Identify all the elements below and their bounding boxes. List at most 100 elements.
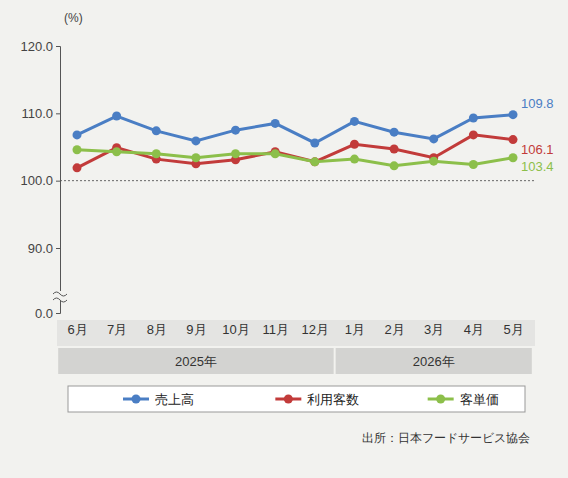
value-label: 103.4 [521,159,554,174]
series-line [77,115,513,143]
x-tick-label: 6月 [67,322,87,337]
x-tick: 3月 [424,322,444,337]
series-marker [112,147,121,156]
series-line [77,135,513,168]
series-marker [152,149,161,158]
x-tick: 4月 [464,322,484,337]
series-marker [390,128,399,137]
y-axis: 0.0 90.0 100.0 110.0 120.0 [20,39,60,321]
y-axis-line [56,47,61,314]
series-marker [390,161,399,170]
series-marker [191,136,200,145]
series-marker [191,153,200,162]
month-band [57,320,535,346]
value-label: 106.1 [521,142,554,157]
y-tick-mark [56,113,60,114]
legend: 売上高 利用客数 客単価 [68,386,525,412]
x-tick: 8月 [147,322,167,337]
legend-label: 客単価 [460,392,499,407]
series-marker [310,157,319,166]
plot-area [73,110,518,172]
y-tick-mark [56,313,60,314]
series-marker [509,135,518,144]
x-tick: 5月 [503,322,523,337]
series-marker [73,145,82,154]
value-label: 109.8 [521,96,554,111]
series-marker [310,138,319,147]
category-bands: 2025年 2026年 [57,320,535,374]
source: 出所：日本フードサービス協会 [362,431,530,445]
series-marker [73,130,82,139]
series-marker [469,130,478,139]
x-tick-label: 2月 [384,322,404,337]
x-tick-label: 11月 [262,322,289,337]
series-marker [271,149,280,158]
series-marker [112,112,121,121]
x-tick-label: 4月 [464,322,484,337]
x-tick-label: 1月 [345,322,365,337]
y-tick: 120.0 [20,39,60,54]
legend-box [68,386,525,412]
series-marker [152,126,161,135]
series-marker [231,126,240,135]
x-axis: 6月 7月 8月 9月 10月 11月 12月 1月 2月 3月 4月 5月 [67,322,523,337]
x-tick-label: 7月 [107,322,127,337]
x-tick: 2月 [384,322,404,337]
series-marker [390,145,399,154]
axis-break [53,291,67,302]
legend-label: 利用客数 [307,392,359,407]
y-tick: 90.0 [28,241,60,256]
legend-marker [284,395,293,404]
x-tick: 12月 [302,322,329,337]
x-tick-label: 3月 [424,322,444,337]
series-marker [509,110,518,119]
y-tick-label: 120.0 [20,39,53,54]
legend-marker [132,395,141,404]
series-marker [350,140,359,149]
axis-break-wave [53,298,67,302]
series-marker [469,160,478,169]
series-marker [310,157,319,166]
y-tick-mark [56,248,60,249]
series-marker [271,119,280,128]
x-tick-label: 10月 [222,322,249,337]
y-tick: 0.0 [35,306,60,321]
y-tick: 100.0 [20,173,60,188]
chart: 2025年 2026年 0.0 90.0 100.0 110.0 120.0 (%) 6月 7月 8… [0,0,568,478]
x-tick: 9月 [186,322,206,337]
x-tick: 6月 [67,322,87,337]
y-tick-label: 110.0 [21,106,53,121]
year-label: 2025年 [175,354,217,369]
x-tick-label: 12月 [302,322,329,337]
y-tick-label: 100.0 [20,173,53,188]
y-tick-mark [56,181,60,182]
y-tick-label: 90.0 [28,241,53,256]
series-marker [350,155,359,164]
y-tick-mark [56,46,60,47]
legend-marker [436,395,445,404]
year-band [58,348,333,374]
series-marker [73,163,82,172]
y-tick-label: 0.0 [35,306,53,321]
y-tick: 110.0 [21,106,60,121]
year-band [336,348,532,374]
series-marker [350,117,359,126]
axis-break-patch [53,291,67,301]
legend-label: 売上高 [155,392,194,407]
x-tick: 1月 [345,322,365,337]
x-tick-label: 5月 [503,322,523,337]
series-marker [509,153,518,162]
x-tick-label: 8月 [147,322,167,337]
axis-break-wave [53,292,67,296]
series-marker [469,114,478,123]
series-line [77,150,513,166]
series-marker [231,149,240,158]
y-axis-title: (%) [64,11,83,25]
year-label: 2026年 [413,354,455,369]
x-tick: 10月 [222,322,249,337]
x-tick-label: 9月 [186,322,206,337]
series-marker [429,157,438,166]
x-tick: 11月 [262,322,289,337]
x-tick: 7月 [107,322,127,337]
value-labels: 109.8 106.1 103.4 [521,96,554,174]
